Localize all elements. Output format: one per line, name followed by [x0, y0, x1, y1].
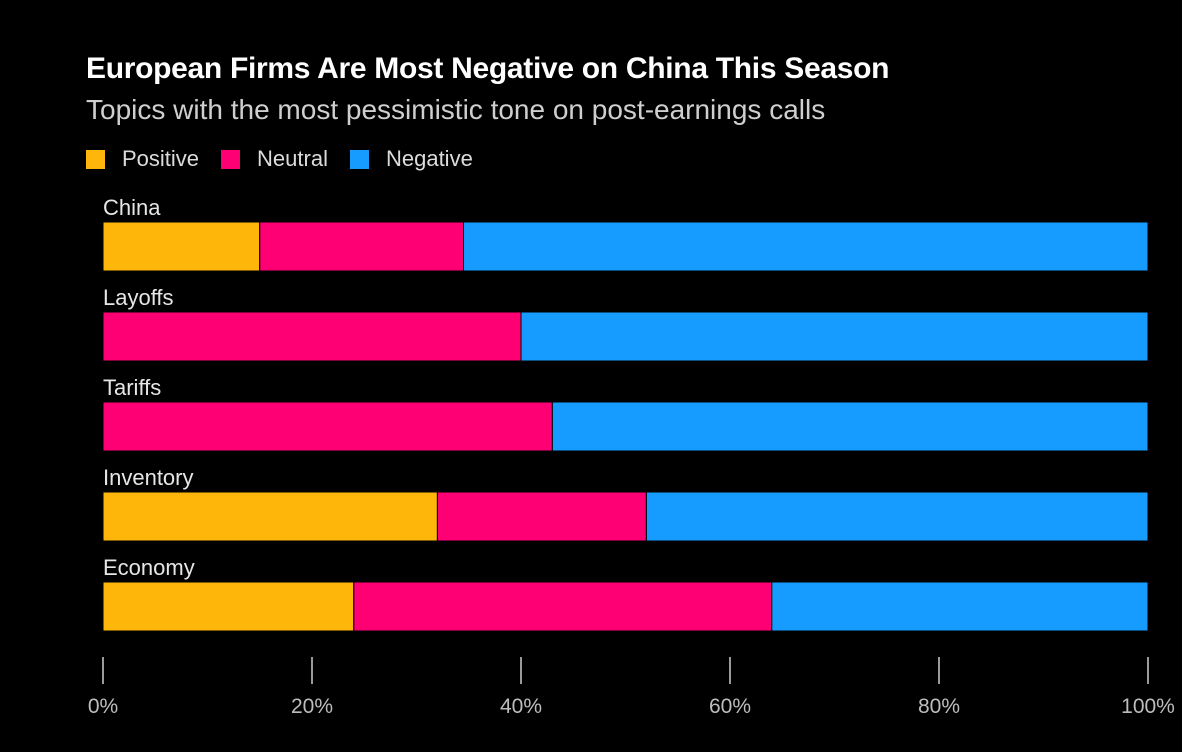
bar-china-neutral — [259, 221, 465, 272]
category-label-layoffs: Layoffs — [103, 285, 174, 310]
legend-label-positive: Positive — [122, 146, 200, 171]
bar-tariffs-neutral — [102, 401, 553, 452]
legend-item-positive: Positive — [86, 146, 199, 172]
legend-label-negative: Negative — [385, 146, 473, 171]
category-label-economy: Economy — [103, 555, 195, 580]
legend-swatch-neutral — [221, 149, 241, 169]
legend-swatch-positive — [86, 149, 105, 169]
category-label-china: China — [103, 195, 161, 220]
bar-layoffs-negative — [520, 311, 1149, 362]
x-tick-label-80: 80% — [918, 695, 960, 718]
x-tick-label-100: 100% — [1121, 695, 1175, 718]
category-label-inventory: Inventory — [103, 465, 194, 490]
bar-china-negative — [463, 221, 1149, 272]
bar-inventory-positive — [102, 491, 438, 542]
chart-title: European Firms Are Most Negative on Chin… — [86, 52, 890, 85]
bar-economy-negative — [771, 581, 1149, 632]
legend-item-negative: Negative — [349, 146, 473, 172]
legend-swatch-negative — [349, 149, 369, 169]
chart-subtitle: Topics with the most pessimistic tone on… — [86, 94, 826, 125]
bar-inventory-neutral — [436, 491, 647, 542]
x-tick-label-20: 20% — [291, 695, 333, 718]
bar-layoffs-neutral — [102, 311, 522, 362]
legend-label-neutral: Neutral — [257, 146, 328, 171]
bar-china-positive — [102, 221, 261, 272]
bar-inventory-negative — [645, 491, 1149, 542]
bar-economy-positive — [102, 581, 355, 632]
legend-item-neutral: Neutral — [221, 146, 328, 172]
category-label-tariffs: Tariffs — [103, 375, 161, 400]
legend: Positive Neutral Negative — [86, 146, 495, 172]
bar-tariffs-negative — [551, 401, 1149, 452]
x-tick-label-40: 40% — [500, 695, 542, 718]
x-tick-label-60: 60% — [709, 695, 751, 718]
x-tick-label-0: 0% — [88, 695, 118, 718]
bar-economy-neutral — [353, 581, 773, 632]
